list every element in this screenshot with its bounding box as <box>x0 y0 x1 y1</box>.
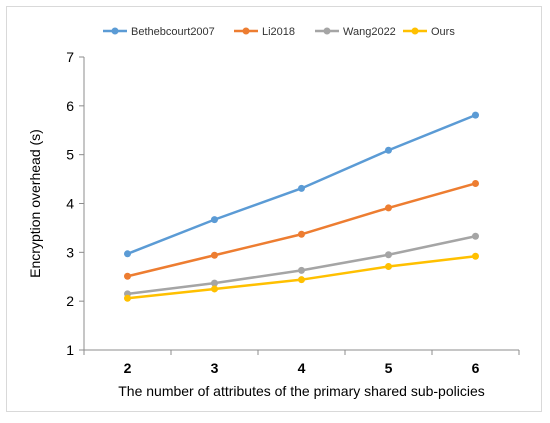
data-point <box>472 252 479 260</box>
y-axis: 1 2 3 4 5 6 7 <box>66 49 85 358</box>
x-tick-label: 4 <box>298 360 306 376</box>
series-ours <box>124 252 479 302</box>
chart-frame <box>6 6 542 412</box>
data-point <box>211 251 218 259</box>
legend-item: Li2018 <box>234 26 295 38</box>
legend-swatch-marker <box>411 27 419 35</box>
legend-swatch-marker <box>111 27 119 35</box>
y-tick-label: 4 <box>66 196 74 212</box>
data-point <box>385 251 392 259</box>
data-point <box>298 230 305 238</box>
data-point <box>472 179 479 187</box>
data-point <box>298 266 305 274</box>
legend-item: Bethebcourt2007 <box>103 26 215 38</box>
data-point <box>211 279 218 287</box>
y-tick-label: 1 <box>66 342 74 358</box>
legend-item: Wang2022 <box>315 26 396 38</box>
x-axis-title: The number of attributes of the primary … <box>118 383 485 399</box>
data-point <box>385 146 392 154</box>
data-point <box>211 216 218 224</box>
series-layer <box>124 111 479 302</box>
x-tick-label: 2 <box>124 360 132 376</box>
data-point <box>472 232 479 240</box>
series-wang2022 <box>124 232 479 298</box>
data-point <box>298 276 305 284</box>
y-tick-label: 7 <box>66 49 74 65</box>
data-point <box>472 111 479 119</box>
x-tick-label: 5 <box>385 360 393 376</box>
data-point <box>298 184 305 192</box>
legend: Bethebcourt2007 Li2018 Wang2022 Ours <box>103 26 455 38</box>
x-axis: 2 3 4 5 6 <box>83 349 520 376</box>
data-point <box>211 285 218 293</box>
data-point <box>124 294 131 302</box>
y-tick-label: 5 <box>66 147 74 163</box>
series-li2018 <box>124 179 479 280</box>
data-point <box>385 204 392 212</box>
legend-item: Ours <box>403 26 455 38</box>
legend-label: Ours <box>431 26 455 38</box>
data-point <box>124 272 131 280</box>
x-tick-label: 3 <box>211 360 219 376</box>
legend-label: Bethebcourt2007 <box>131 26 215 38</box>
x-tick-label: 6 <box>472 360 480 376</box>
legend-swatch-marker <box>242 27 250 35</box>
y-tick-label: 6 <box>66 98 74 114</box>
data-point <box>385 262 392 270</box>
y-tick-label: 2 <box>66 293 74 309</box>
y-tick-label: 3 <box>66 244 74 260</box>
series-line <box>127 234 476 296</box>
legend-label: Wang2022 <box>343 26 396 38</box>
data-point <box>124 250 131 258</box>
legend-label: Li2018 <box>262 26 295 38</box>
legend-swatch-marker <box>323 27 331 35</box>
y-axis-title: Encryption overhead (s) <box>27 129 43 278</box>
series-bethebcourt2007 <box>124 111 479 258</box>
